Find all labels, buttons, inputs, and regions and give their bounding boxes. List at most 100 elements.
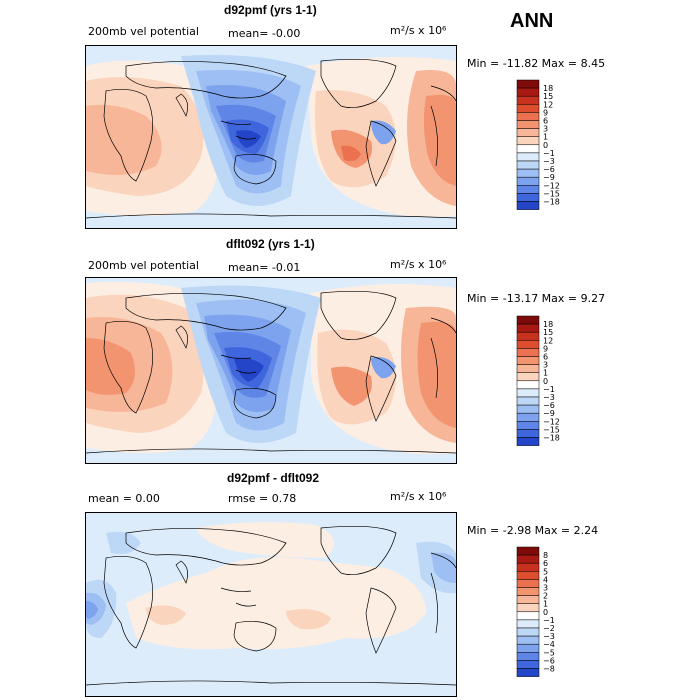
colorbar-swatch	[516, 185, 540, 194]
colorbar-swatch	[516, 421, 540, 430]
colorbar-tick-label: 1	[543, 133, 548, 142]
colorbar-tick-label: −4	[543, 640, 555, 649]
colorbar-swatch	[516, 128, 540, 137]
coast-africa-east	[430, 317, 456, 399]
colorbar-tick-label: 18	[543, 320, 553, 329]
colorbar-tick-label: 8	[543, 551, 548, 560]
panel-1-minmax: Min = -11.82 Max = 8.45	[467, 57, 606, 70]
panel-3-map	[85, 512, 457, 697]
colorbar-swatch	[516, 144, 540, 154]
coast-india	[175, 560, 188, 584]
panel-2-contours	[86, 281, 456, 455]
colorbar-swatch	[516, 611, 540, 621]
coast-eurasia	[125, 293, 287, 331]
colorbar-tick-label: 0	[543, 608, 548, 617]
coast-maritime	[220, 587, 257, 607]
colorbar-swatch	[516, 652, 540, 661]
contour-positive-east-4	[417, 321, 456, 428]
contour-positive-east-5	[331, 366, 372, 406]
colorbar-tick-label: 2	[543, 592, 548, 601]
colorbar-tick-label: 5	[543, 567, 548, 576]
colorbar-tick-label: 15	[543, 328, 553, 337]
coast-maritime	[220, 120, 257, 140]
colorbar-swatch	[516, 168, 540, 178]
panel-3-colorbar-swatches	[516, 546, 540, 677]
coast-antarctica	[86, 448, 456, 454]
colorbar-tick-label: 3	[543, 125, 548, 134]
colorbar-swatch	[516, 546, 540, 556]
panel-3-contours	[86, 522, 456, 650]
panel-1-colorbar-swatches	[516, 79, 540, 210]
colorbar-tick-label: 0	[543, 377, 548, 386]
panel-3-mean: mean = 0.00	[88, 492, 160, 505]
colorbar-swatch	[516, 627, 540, 637]
coast-north-america	[320, 290, 397, 340]
colorbar-tick-label: 9	[543, 108, 548, 117]
coast-africa	[103, 556, 153, 649]
colorbar-swatch	[516, 571, 540, 580]
colorbar-swatch	[516, 429, 540, 438]
panel-2-title: dflt092 (yrs 1-1)	[226, 237, 315, 251]
colorbar-swatch	[516, 380, 540, 390]
coast-antarctica	[86, 680, 456, 686]
colorbar-swatch	[516, 356, 540, 365]
coast-india	[175, 93, 188, 117]
colorbar-swatch	[516, 643, 540, 653]
panel-3-units: m²/s x 10⁶	[390, 490, 447, 503]
contour-positive-south-2	[286, 609, 331, 630]
colorbar-swatch	[516, 562, 540, 572]
colorbar-tick-label: −8	[543, 665, 555, 674]
panel-1-map-svg	[86, 46, 456, 228]
colorbar-swatch	[516, 176, 540, 186]
colorbar-tick-label: −15	[543, 189, 560, 198]
coast-australia	[233, 621, 277, 652]
colorbar-swatch	[516, 412, 540, 422]
panel-2-mean: mean= -0.01	[228, 261, 301, 274]
panel-2-units: m²/s x 10⁶	[390, 258, 447, 271]
colorbar-swatch	[516, 579, 540, 588]
panel-2-colorbar: 18 15 12 9 6 3 1 0 −1 −3 −6 −9 −12 −15 −18	[513, 315, 573, 461]
contour-positive-north	[196, 522, 334, 558]
colorbar-tick-label: −15	[543, 425, 560, 434]
colorbar-tick-label: −12	[543, 181, 560, 190]
colorbar-tick-label: −3	[543, 393, 555, 402]
colorbar-tick-label: −6	[543, 165, 555, 174]
panel-2-map	[85, 277, 457, 464]
coast-south-america	[365, 120, 397, 187]
contour-negative-small	[371, 120, 396, 145]
panel-1-contours	[86, 55, 456, 218]
colorbar-tick-label: 3	[543, 584, 548, 593]
coast-africa-east	[430, 552, 456, 634]
colorbar-tick-label: 12	[543, 100, 553, 109]
panel-1-title: d92pmf (yrs 1-1)	[224, 3, 317, 17]
coast-south-america	[365, 587, 397, 654]
colorbar-tick-label: 0	[543, 141, 548, 150]
coast-africa	[103, 321, 153, 414]
colorbar-swatch	[516, 660, 540, 669]
colorbar-tick-label: 4	[543, 575, 548, 584]
coast-north-america	[320, 525, 397, 575]
contour-positive-west-4	[86, 338, 135, 395]
contour-positive-east-6	[341, 145, 361, 162]
colorbar-tick-label: −2	[543, 624, 555, 633]
colorbar-tick-label: −5	[543, 648, 555, 657]
coast-australia	[233, 154, 277, 185]
panel-3-colorbar: 8 6 5 4 3 2 1 0 −1 −2 −3 −4 −5 −6 −8	[513, 546, 573, 692]
colorbar-swatch	[516, 388, 540, 398]
colorbar-tick-label: 6	[543, 559, 548, 568]
colorbar-swatch	[516, 201, 540, 210]
colorbar-swatch	[516, 136, 540, 146]
colorbar-swatch	[516, 323, 540, 333]
colorbar-tick-label: −12	[543, 417, 560, 426]
contour-positive-south-1	[146, 605, 186, 625]
colorbar-swatch	[516, 331, 540, 341]
colorbar-tick-label: −6	[543, 401, 555, 410]
coast-south-america	[365, 355, 397, 422]
panel-3-title: d92pmf - dflt092	[227, 471, 320, 485]
